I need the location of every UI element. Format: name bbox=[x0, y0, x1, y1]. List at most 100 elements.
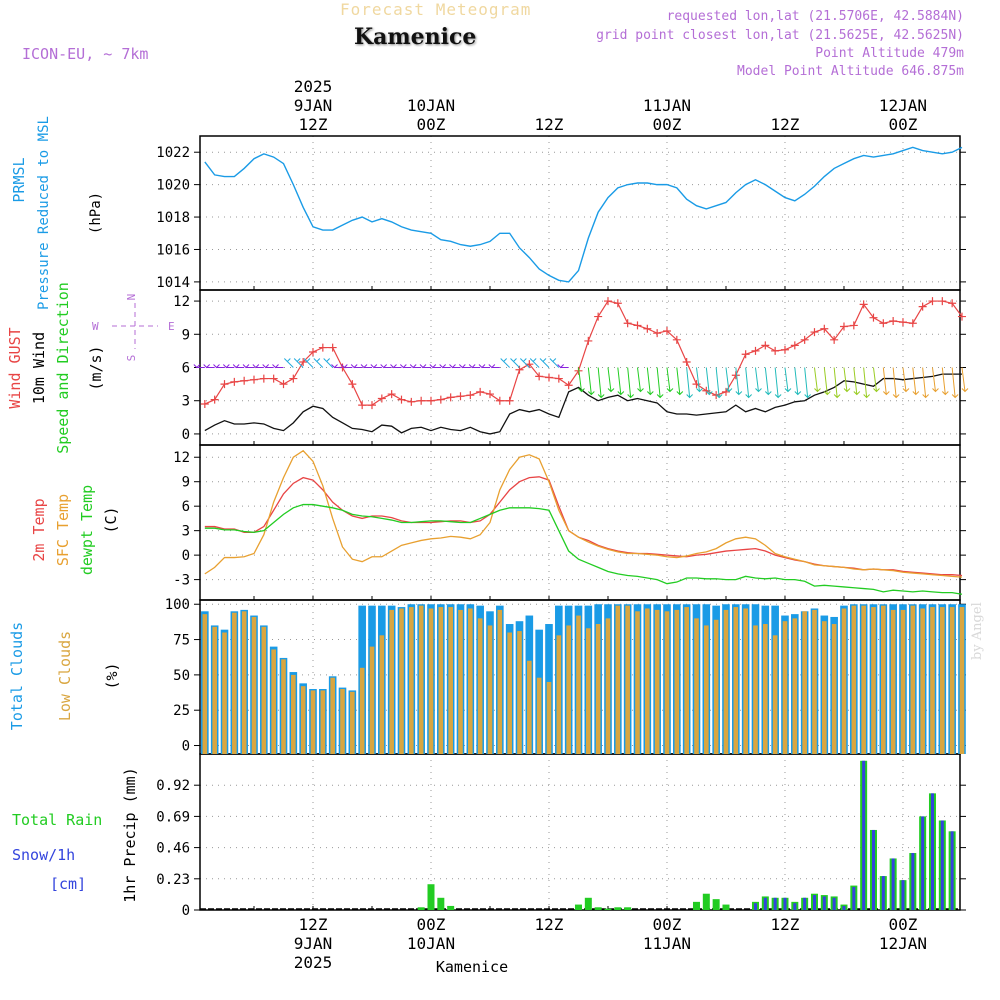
wind-direction-arrow bbox=[853, 367, 861, 396]
low-cloud-bar bbox=[310, 690, 316, 754]
low-cloud-bar bbox=[930, 607, 935, 754]
low-cloud-bar bbox=[713, 619, 719, 754]
snow-bar bbox=[862, 760, 866, 910]
y-tick-label: 0.69 bbox=[156, 809, 190, 825]
rain-bar bbox=[614, 907, 622, 910]
wind-direction-arrow bbox=[390, 364, 402, 369]
low-cloud-bar bbox=[497, 609, 503, 754]
low-cloud-bar bbox=[664, 611, 670, 754]
gust-marker bbox=[230, 377, 239, 386]
wind-direction-arrow bbox=[549, 358, 560, 368]
snow-bar bbox=[901, 880, 905, 910]
rain-bar bbox=[624, 907, 632, 910]
low-cloud-bar bbox=[359, 667, 365, 754]
y-tick-label: 12 bbox=[173, 294, 190, 310]
y-tick-label: 75 bbox=[173, 633, 190, 649]
low-cloud-bar bbox=[841, 608, 847, 754]
cloud-unit-label: (%) bbox=[103, 662, 121, 689]
low-cloud-bar bbox=[782, 621, 788, 754]
gust-marker bbox=[928, 297, 937, 306]
compass-cross bbox=[112, 303, 158, 349]
low-cloud-bar bbox=[674, 609, 680, 754]
snow-bar bbox=[950, 831, 954, 910]
low-cloud-bar bbox=[350, 691, 355, 754]
low-cloud-bar bbox=[615, 605, 621, 754]
gust-marker bbox=[869, 313, 878, 322]
wind-dir-axis-label: Speed and Direction bbox=[54, 282, 72, 454]
low-cloud-bar bbox=[261, 626, 267, 754]
bottom-time-label: 10JAN bbox=[407, 934, 455, 953]
wind-direction-arrow bbox=[863, 367, 871, 399]
wind-direction-arrow bbox=[557, 364, 569, 369]
y-tick-label: 1014 bbox=[156, 275, 190, 291]
gust-marker bbox=[741, 350, 750, 359]
wind-direction-arrow bbox=[961, 367, 969, 393]
low-cloud-bar bbox=[694, 618, 699, 754]
low-cloud-bar bbox=[625, 605, 630, 754]
low-cloud-bar bbox=[202, 614, 208, 754]
wind-direction-arrow bbox=[488, 364, 500, 369]
low-cloud-bar bbox=[448, 607, 453, 754]
top-time-label: 00Z bbox=[653, 115, 682, 134]
low-cloud-bar bbox=[556, 635, 562, 754]
gust-marker bbox=[544, 373, 553, 382]
low-cloud-bar bbox=[536, 677, 542, 754]
gust-marker bbox=[653, 329, 662, 338]
wind-direction-arrow bbox=[607, 367, 615, 393]
gust-marker bbox=[810, 328, 819, 337]
gust-marker bbox=[820, 324, 829, 333]
gust-marker bbox=[594, 312, 603, 321]
snow-bar bbox=[832, 897, 836, 910]
snow-bar bbox=[911, 853, 915, 910]
low-cloud-bar bbox=[763, 624, 768, 754]
snow-bar bbox=[921, 816, 925, 910]
gust-marker bbox=[879, 319, 888, 328]
low-cloud-bar bbox=[831, 624, 837, 754]
wind-direction-arrow bbox=[577, 367, 585, 393]
gust-marker bbox=[220, 380, 229, 389]
low-cloud-bar bbox=[586, 628, 591, 754]
wind-direction-arrow bbox=[360, 364, 372, 369]
wind-direction-arrow bbox=[627, 367, 635, 399]
gust-marker bbox=[554, 374, 563, 383]
low-cloud-bar bbox=[949, 607, 955, 754]
low-cloud-bar bbox=[487, 625, 493, 754]
top-time-label: 11JAN bbox=[643, 96, 691, 115]
low-cloud-bar bbox=[291, 674, 296, 754]
precip-unit-label: 1hr Precip (mm) bbox=[121, 767, 139, 902]
wind-direction-arrow bbox=[617, 367, 625, 396]
gust-marker bbox=[839, 322, 848, 331]
gust-marker bbox=[938, 297, 947, 306]
low-cloud-bar bbox=[576, 615, 581, 754]
top-time-label: 10JAN bbox=[407, 96, 455, 115]
y-tick-label: 50 bbox=[173, 668, 190, 684]
low-cloud-bar bbox=[802, 611, 807, 754]
wind-direction-arrow bbox=[912, 367, 920, 396]
wind-direction-arrow bbox=[833, 367, 841, 399]
bottom-time-label: 12JAN bbox=[879, 934, 927, 953]
snow-bar bbox=[773, 897, 777, 910]
gust-marker bbox=[830, 335, 839, 344]
rain-bar bbox=[692, 901, 700, 910]
gust-marker bbox=[466, 391, 475, 400]
rain-bar bbox=[722, 904, 730, 910]
gust-marker bbox=[908, 319, 917, 328]
low-cloud-bar bbox=[645, 608, 650, 754]
dewpt-axis-label: dewpt Temp bbox=[78, 485, 96, 575]
wind-direction-arrow bbox=[587, 367, 595, 396]
wind-direction-arrow bbox=[597, 367, 605, 399]
low-cloud-bar bbox=[340, 689, 345, 754]
wind-direction-arrow bbox=[794, 367, 802, 396]
low-cloud-bar bbox=[212, 626, 217, 754]
snow-bar bbox=[783, 897, 787, 910]
wind-direction-arrow bbox=[193, 364, 205, 369]
wind-axis-label: 10m Wind bbox=[30, 332, 48, 404]
top-time-label: 12Z bbox=[299, 115, 328, 134]
gust-marker bbox=[849, 321, 858, 330]
y-tick-label: 6 bbox=[182, 499, 190, 515]
low-cloud-bar bbox=[418, 605, 424, 754]
wind-direction-arrow bbox=[203, 364, 215, 369]
gust-marker bbox=[377, 394, 386, 403]
gust-marker bbox=[898, 318, 907, 327]
low-cloud-bar bbox=[920, 608, 925, 754]
